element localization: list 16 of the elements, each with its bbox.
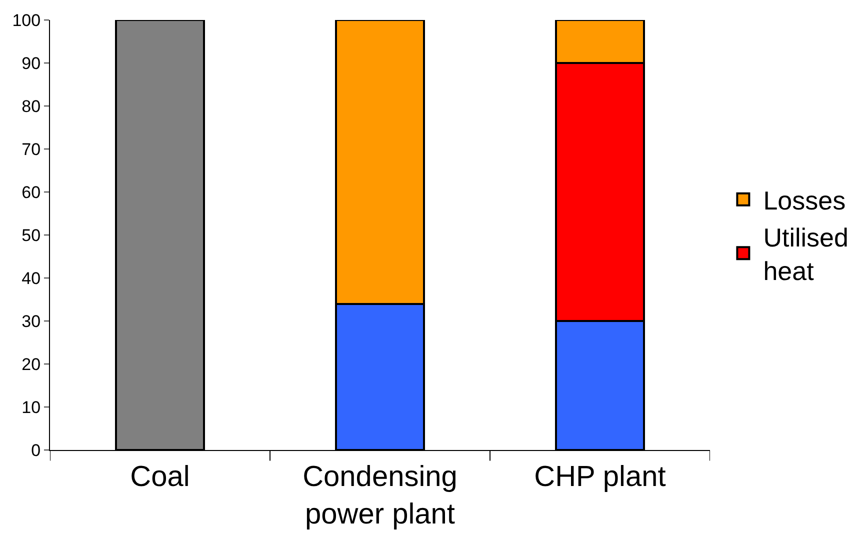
x-tick-label: Coal <box>130 460 190 493</box>
x-tick-label: CHP plant <box>534 460 666 493</box>
x-tick-label: Condensing power plant <box>302 460 458 530</box>
y-tick-label: 60 <box>22 182 41 202</box>
y-tick-label: 50 <box>22 226 41 245</box>
y-tick-label: 30 <box>22 312 41 331</box>
y-tick-label: 80 <box>22 96 41 116</box>
y-tick-label: 10 <box>22 398 41 417</box>
y-tick-label: 40 <box>22 268 41 288</box>
legend-label: Losses <box>763 186 846 216</box>
legend-label: Utilised heat <box>763 222 848 286</box>
y-tick-label: 100 <box>12 10 41 30</box>
y-tick-label: 90 <box>22 54 41 73</box>
y-tick-label: 0 <box>31 440 41 460</box>
y-tick-label: 70 <box>22 140 41 159</box>
y-tick-label: 20 <box>22 354 41 374</box>
